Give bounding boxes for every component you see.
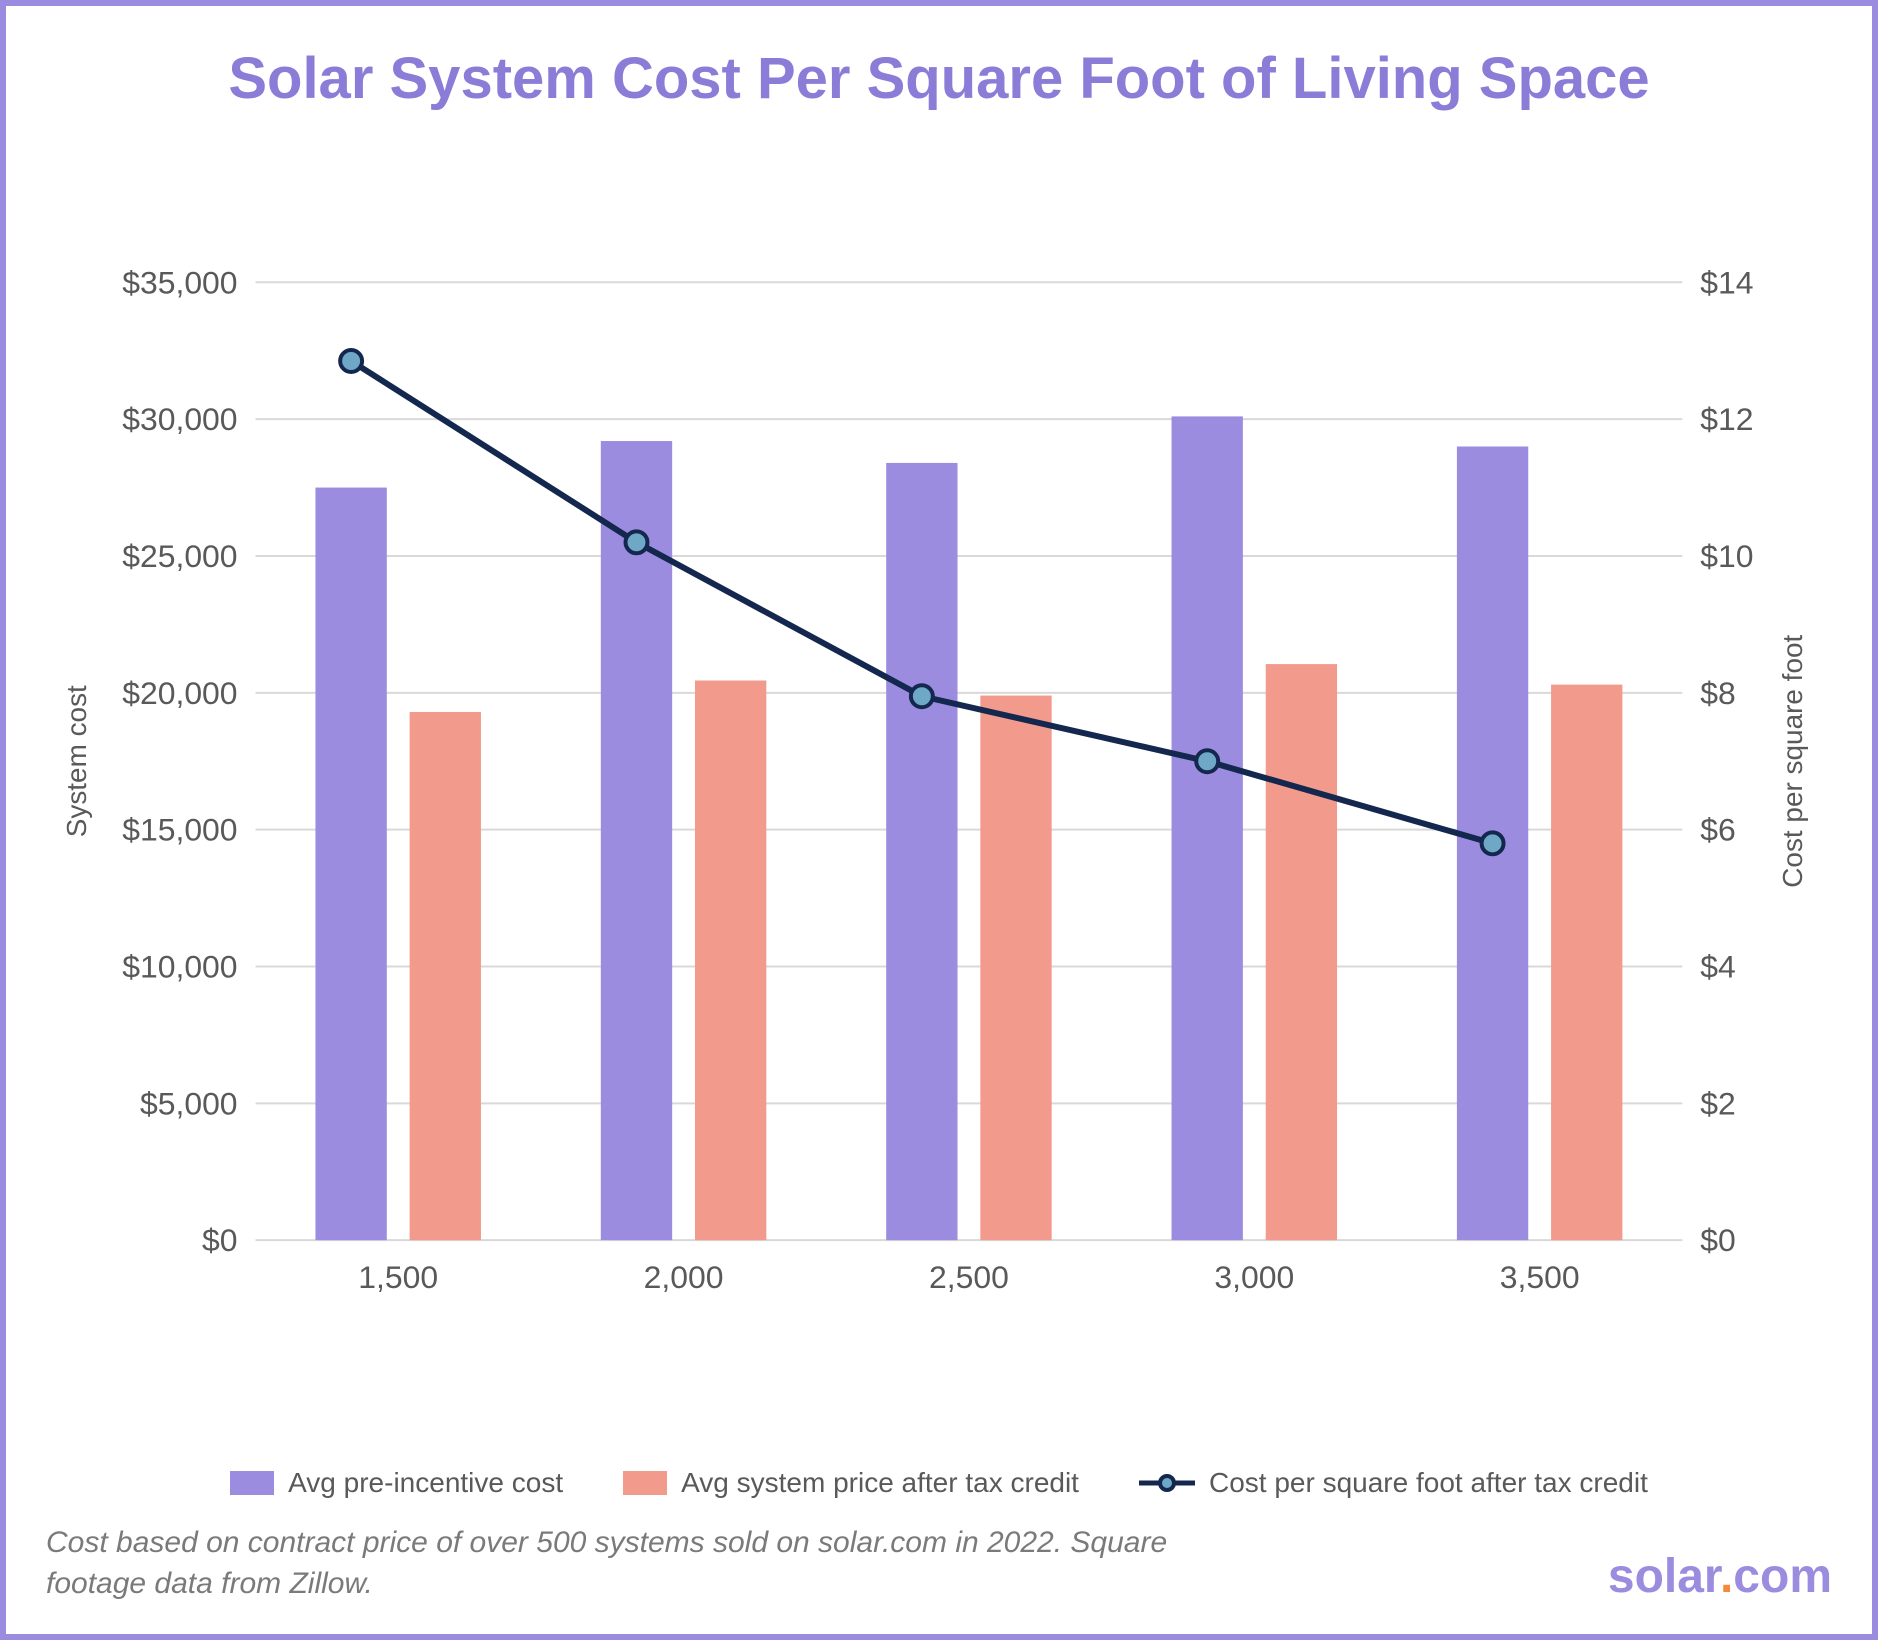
- chart-footer: Cost based on contract price of over 500…: [46, 1523, 1832, 1604]
- svg-text:$30,000: $30,000: [122, 401, 237, 437]
- svg-text:Cost per square foot: Cost per square foot: [1777, 634, 1808, 887]
- legend-item-bar-a: Avg pre-incentive cost: [230, 1467, 563, 1499]
- svg-text:$8: $8: [1700, 674, 1736, 710]
- chart-svg: $0 $5,000 $10,000 $15,000 $20,000 $25,000 $30,…: [46, 143, 1832, 1449]
- svg-text:$10: $10: [1700, 538, 1753, 574]
- chart-footnote: Cost based on contract price of over 500…: [46, 1523, 1246, 1604]
- svg-text:2,500: 2,500: [929, 1259, 1009, 1295]
- brand-part-c: com: [1733, 1550, 1832, 1603]
- svg-text:$4: $4: [1700, 948, 1736, 984]
- legend-item-bar-b: Avg system price after tax credit: [623, 1467, 1079, 1499]
- svg-text:$20,000: $20,000: [122, 674, 237, 710]
- chart-title: Solar System Cost Per Square Foot of Liv…: [46, 46, 1832, 113]
- legend-swatch-bar-b: [623, 1471, 667, 1495]
- svg-text:$2: $2: [1700, 1085, 1736, 1121]
- svg-text:3,500: 3,500: [1500, 1259, 1580, 1295]
- chart-plot-area: $0 $5,000 $10,000 $15,000 $20,000 $25,000 $30,…: [46, 143, 1832, 1449]
- legend-item-line: Cost per square foot after tax credit: [1139, 1467, 1648, 1499]
- svg-text:$10,000: $10,000: [122, 948, 237, 984]
- svg-text:$15,000: $15,000: [122, 811, 237, 847]
- svg-text:3,000: 3,000: [1214, 1259, 1294, 1295]
- svg-text:$0: $0: [1700, 1222, 1736, 1258]
- svg-text:$0: $0: [202, 1222, 238, 1258]
- legend-label-bar-b: Avg system price after tax credit: [681, 1467, 1079, 1499]
- svg-text:$14: $14: [1700, 264, 1753, 300]
- svg-text:$5,000: $5,000: [140, 1085, 238, 1121]
- legend-label-bar-a: Avg pre-incentive cost: [288, 1467, 563, 1499]
- svg-text:1,500: 1,500: [358, 1259, 438, 1295]
- legend-label-line: Cost per square foot after tax credit: [1209, 1467, 1648, 1499]
- chart-legend: Avg pre-incentive cost Avg system price …: [46, 1467, 1832, 1499]
- svg-text:System cost: System cost: [61, 685, 92, 837]
- legend-swatch-line: [1139, 1471, 1195, 1495]
- legend-swatch-bar-a: [230, 1471, 274, 1495]
- chart-container: Solar System Cost Per Square Foot of Liv…: [0, 0, 1878, 1640]
- svg-text:$25,000: $25,000: [122, 538, 237, 574]
- brand-part-b: .: [1720, 1550, 1733, 1603]
- brand-part-a: solar: [1608, 1550, 1720, 1603]
- svg-text:$12: $12: [1700, 401, 1753, 437]
- brand-logo: solar.com: [1608, 1549, 1832, 1604]
- svg-text:$35,000: $35,000: [122, 264, 237, 300]
- svg-text:$6: $6: [1700, 811, 1736, 847]
- svg-text:2,000: 2,000: [644, 1259, 724, 1295]
